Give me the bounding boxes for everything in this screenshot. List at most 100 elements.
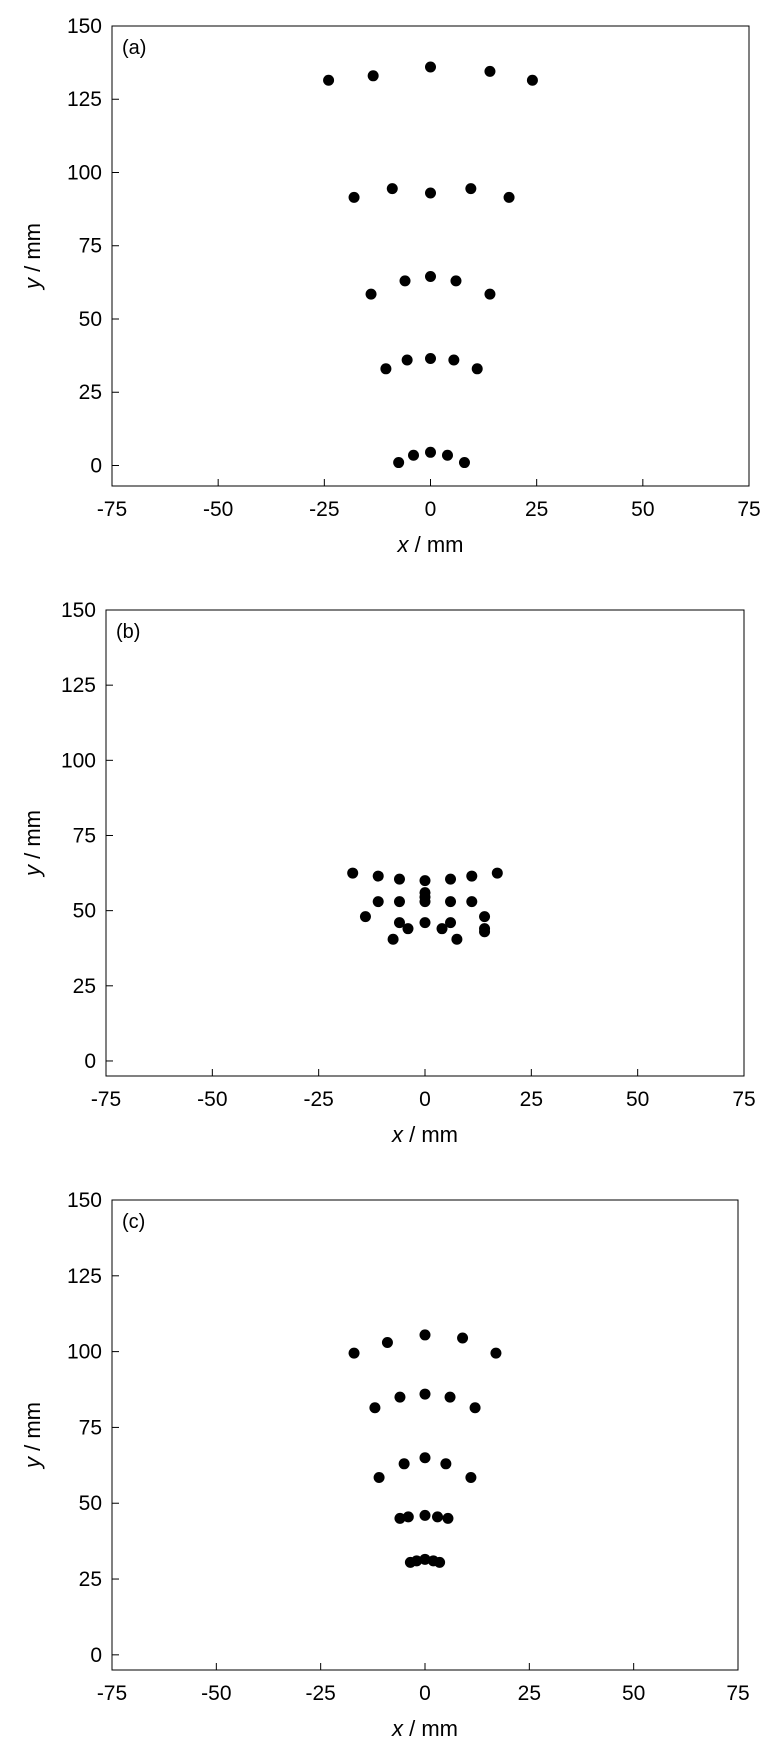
- data-point: [398, 1458, 410, 1470]
- data-point: [394, 1391, 406, 1403]
- x-axis-variable: x: [397, 532, 410, 557]
- data-point: [419, 896, 431, 908]
- x-tick-label: 50: [631, 498, 654, 521]
- y-axis-variable: y: [20, 863, 45, 878]
- data-point: [432, 1511, 444, 1523]
- data-point: [402, 1511, 414, 1523]
- data-point: [448, 354, 460, 366]
- data-point: [458, 457, 470, 469]
- y-tick-label: 25: [79, 381, 102, 404]
- x-tick-label: -75: [97, 1682, 127, 1705]
- data-point: [445, 896, 457, 908]
- data-point: [367, 70, 379, 82]
- x-tick-label: -50: [201, 1682, 231, 1705]
- x-tick-label: 50: [622, 1682, 645, 1705]
- y-tick-label: 0: [90, 1644, 102, 1667]
- data-point: [419, 1509, 431, 1521]
- x-axis-title: x / mm: [391, 1716, 458, 1741]
- y-tick-label: 50: [79, 308, 102, 331]
- data-point: [445, 873, 457, 885]
- data-point: [372, 870, 384, 882]
- data-point: [399, 275, 411, 287]
- data-point: [419, 917, 431, 929]
- data-point: [419, 1452, 431, 1464]
- x-tick-label: 0: [419, 1682, 431, 1705]
- x-axis-unit: / mm: [403, 1716, 458, 1741]
- data-point: [451, 933, 463, 945]
- data-point: [408, 449, 420, 461]
- panel-label: (c): [122, 1211, 145, 1233]
- data-point: [466, 896, 478, 908]
- data-point: [372, 896, 384, 908]
- y-axis-title: y / mm: [20, 1402, 45, 1470]
- data-point: [425, 61, 436, 73]
- data-point: [425, 271, 436, 283]
- x-axis-unit: / mm: [409, 532, 464, 557]
- y-axis-unit: / mm: [20, 1402, 45, 1457]
- data-point: [434, 1556, 446, 1568]
- x-tick-label: -50: [197, 1088, 227, 1111]
- data-point: [402, 923, 414, 935]
- x-tick-label: 0: [425, 498, 437, 521]
- plot-frame: [111, 1199, 739, 1671]
- y-tick-label: 75: [79, 1416, 102, 1439]
- data-point: [445, 917, 457, 929]
- x-tick-label: 75: [726, 1682, 749, 1705]
- data-point: [365, 288, 377, 300]
- data-point: [381, 1337, 393, 1349]
- y-tick-label: 150: [61, 599, 96, 622]
- y-tick-label: 25: [73, 975, 96, 998]
- data-point: [393, 873, 405, 885]
- panel-label: (a): [122, 37, 146, 59]
- data-point: [419, 1553, 431, 1565]
- x-tick-label: 75: [737, 498, 760, 521]
- x-tick-label: 0: [419, 1088, 431, 1111]
- data-point: [491, 867, 503, 879]
- data-point: [401, 354, 413, 366]
- data-point: [490, 1347, 502, 1359]
- x-tick-label: 25: [518, 1682, 541, 1705]
- data-point: [394, 1512, 406, 1524]
- data-point: [465, 1471, 477, 1483]
- data-point: [419, 1329, 431, 1341]
- y-axis-unit: / mm: [20, 810, 45, 865]
- y-tick-label: 75: [73, 824, 96, 847]
- y-tick-label: 50: [79, 1492, 102, 1515]
- x-tick-label: 25: [520, 1088, 543, 1111]
- data-point: [442, 1512, 454, 1524]
- x-axis-variable: x: [391, 1122, 404, 1147]
- x-axis-title: x / mm: [397, 532, 464, 557]
- data-point: [425, 353, 436, 365]
- y-tick-label: 100: [61, 749, 96, 772]
- x-tick-label: -50: [203, 498, 233, 521]
- data-point: [348, 191, 360, 203]
- x-tick-label: -75: [97, 498, 127, 521]
- x-tick-label: -25: [305, 1682, 335, 1705]
- data-point: [369, 1402, 381, 1414]
- data-point: [441, 449, 453, 461]
- plot-frame: [105, 609, 745, 1077]
- x-tick-label: -25: [303, 1088, 333, 1111]
- panel-label: (b): [116, 621, 140, 643]
- data-point: [425, 187, 436, 199]
- data-point: [457, 1332, 469, 1344]
- y-tick-label: 75: [79, 235, 102, 258]
- data-point: [444, 1391, 456, 1403]
- y-axis-variable: y: [20, 1455, 45, 1470]
- plot-frame: [111, 25, 750, 487]
- y-tick-label: 150: [67, 1189, 102, 1212]
- data-point: [387, 933, 399, 945]
- data-point: [393, 917, 405, 929]
- data-point: [419, 1388, 431, 1400]
- y-tick-label: 150: [67, 15, 102, 38]
- data-point: [466, 870, 478, 882]
- y-axis-variable: y: [20, 276, 45, 291]
- data-point: [373, 1471, 385, 1483]
- data-point: [425, 446, 436, 458]
- y-axis-title: y / mm: [20, 223, 45, 291]
- data-point: [450, 275, 462, 287]
- y-tick-label: 25: [79, 1568, 102, 1591]
- chart-panel: -75 -50 -25 0 25 50 75 0 25 50 75 100 125 150 (a) x / m…: [20, 15, 761, 557]
- data-point: [471, 363, 483, 375]
